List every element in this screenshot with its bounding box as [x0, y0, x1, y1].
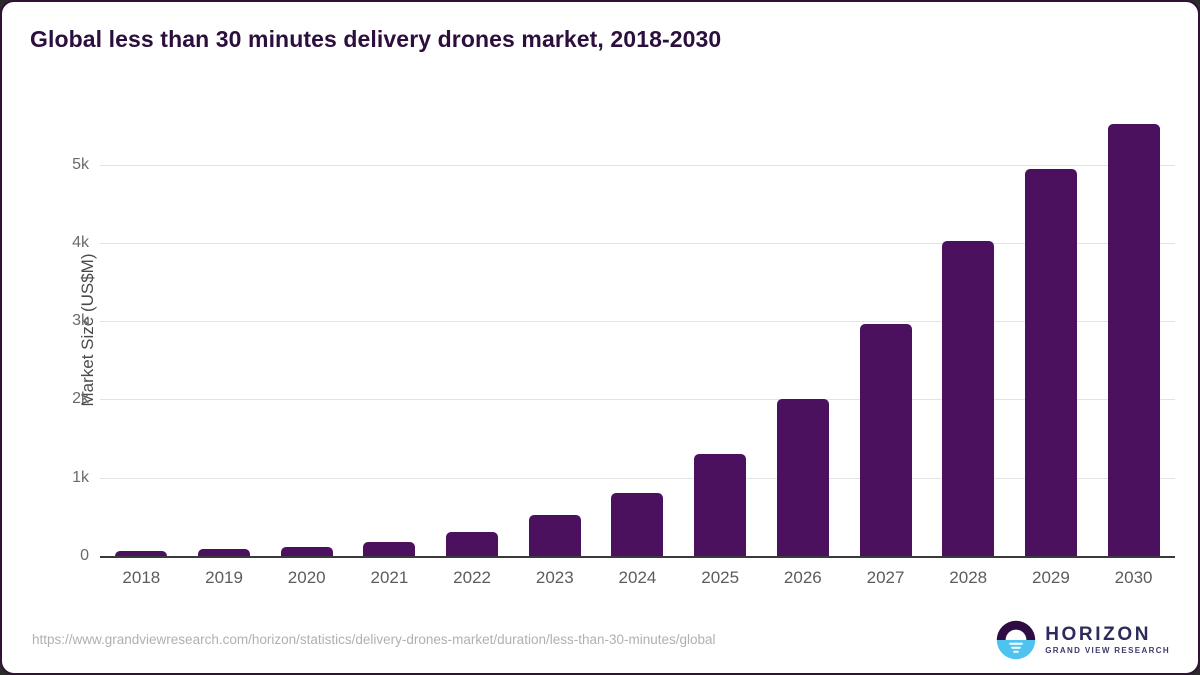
bar-column — [100, 102, 183, 556]
bar-column — [183, 102, 266, 556]
bar-column — [596, 102, 679, 556]
bar-2029[interactable] — [1024, 168, 1077, 556]
bar-column — [679, 102, 762, 556]
x-tick-label: 2025 — [701, 568, 740, 587]
y-tick-label: 5k — [72, 155, 89, 173]
x-tick-label: 2024 — [618, 568, 657, 587]
bar-2025[interactable] — [694, 454, 747, 556]
gridline — [100, 321, 1175, 323]
y-tick-label: 2k — [72, 390, 89, 408]
bar-2020[interactable] — [280, 546, 333, 556]
bar-2027[interactable] — [859, 324, 912, 556]
logo-wordmark: HORIZON GRAND VIEW RESEARCH — [1045, 625, 1170, 655]
plot-area: Market Size (US$M) 0 1k 2k 3k 4k 5k — [72, 102, 1175, 564]
x-tick-label: 2022 — [453, 568, 491, 587]
y-tick-label: 4k — [72, 233, 89, 251]
x-tick-label: 2018 — [122, 568, 161, 587]
bar-column — [348, 102, 431, 556]
bar-2018[interactable] — [115, 550, 168, 556]
x-tick-label: 2019 — [205, 568, 243, 587]
bar-column — [431, 102, 514, 556]
x-tick-label: 2030 — [1114, 568, 1153, 587]
chart-title: Global less than 30 minutes delivery dro… — [30, 26, 722, 52]
bar-2030[interactable] — [1107, 123, 1160, 556]
bar-2026[interactable] — [776, 398, 829, 556]
gridline — [100, 399, 1175, 401]
logo-tagline: GRAND VIEW RESEARCH — [1045, 646, 1170, 655]
y-tick-label: 1k — [72, 468, 89, 486]
gridline — [100, 242, 1175, 244]
y-tick-label: 0 — [80, 547, 89, 564]
bar-column — [927, 102, 1010, 556]
bar-column — [265, 102, 348, 556]
x-tick-label: 2026 — [783, 568, 822, 587]
horizon-logo-icon — [997, 620, 1036, 660]
x-tick-label: 2020 — [287, 568, 326, 587]
bar-2023[interactable] — [528, 514, 581, 556]
gridline — [100, 477, 1175, 479]
x-tick-label: 2028 — [949, 568, 988, 587]
bar-series — [100, 102, 1175, 556]
x-axis-ticks: 2018 2019 2020 2021 2022 2023 2024 2025 2026 2027… — [100, 568, 1175, 588]
bar-column — [762, 102, 845, 556]
horizon-logo: HORIZON GRAND VIEW RESEARCH — [996, 620, 1170, 660]
bar-column — [513, 102, 596, 556]
bar-2022[interactable] — [446, 531, 499, 556]
bar-2021[interactable] — [363, 541, 416, 556]
y-tick-label: 3k — [72, 312, 89, 330]
logo-name: HORIZON — [1045, 624, 1152, 645]
bar-column — [1010, 102, 1093, 556]
x-axis-line — [100, 556, 1175, 558]
bar-2024[interactable] — [611, 493, 664, 556]
bar-column — [1092, 102, 1175, 556]
x-tick-label: 2027 — [866, 568, 905, 587]
bar-2019[interactable] — [198, 548, 251, 556]
bar-column — [844, 102, 927, 556]
x-tick-label: 2029 — [1031, 568, 1070, 587]
x-tick-label: 2021 — [370, 568, 409, 587]
source-url[interactable]: https://www.grandviewresearch.com/horizo… — [32, 632, 716, 647]
bar-2028[interactable] — [942, 241, 995, 556]
x-tick-label: 2023 — [535, 568, 574, 587]
gridline — [100, 164, 1175, 166]
